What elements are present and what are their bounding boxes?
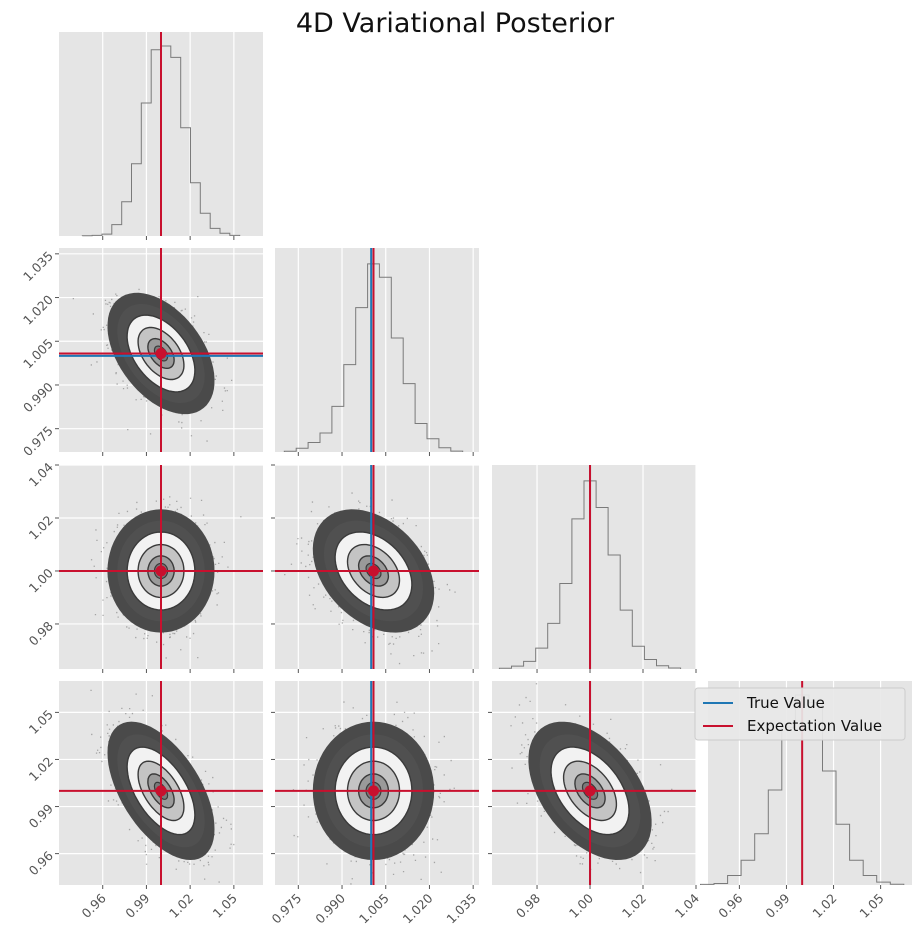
- panel-density: [275, 465, 479, 669]
- legend-box: [694, 687, 906, 741]
- y-tick-label: 0.98: [26, 618, 56, 648]
- panel-3-2: [488, 681, 697, 889]
- x-tick-label: 0.99: [122, 890, 152, 920]
- y-tick-label: 0.990: [20, 379, 56, 415]
- panel-2-1: [271, 464, 479, 673]
- x-tick-label: 0.99: [762, 890, 792, 920]
- y-tick-label: 1.020: [20, 292, 56, 328]
- y-tick-label: 1.05: [26, 707, 56, 737]
- x-tick-label: 1.05: [210, 891, 240, 921]
- expectation-point: [584, 785, 596, 797]
- panel-density: [492, 681, 696, 885]
- expectation-point: [155, 565, 167, 577]
- y-tick-label: 1.00: [26, 565, 56, 595]
- expectation-point: [155, 347, 167, 359]
- x-tick-label: 1.02: [809, 891, 839, 921]
- y-tick-label: 0.99: [26, 801, 56, 831]
- legend: True Value Expectation Value: [694, 687, 906, 741]
- panels-group: 0.975 0.990 1.005 1.020 1.035 0.98 1.00 1.02 1.0…: [20, 32, 912, 889]
- y-tick-label: 1.035: [20, 248, 56, 284]
- y-tick-label: 1.04: [26, 459, 56, 489]
- chart-title: 4D Variational Posterior: [296, 8, 615, 39]
- x-tick-label: 1.02: [619, 891, 649, 921]
- x-tick-label: 1.04: [672, 890, 702, 920]
- panel-density: [275, 681, 479, 885]
- x-tick-label: 0.975: [269, 891, 305, 927]
- legend-label: Expectation Value: [747, 717, 882, 735]
- y-tick-label: 0.975: [20, 423, 56, 459]
- x-tick-label: 1.005: [356, 891, 392, 927]
- expectation-point: [368, 565, 380, 577]
- histogram-panel-2: [492, 465, 697, 673]
- panel-density: [59, 465, 263, 669]
- scatter-points: [284, 492, 456, 665]
- panel-1-0: 0.975 0.990 1.005 1.020 1.035: [20, 248, 263, 459]
- histogram-panel-1: [275, 248, 479, 456]
- expectation-point: [155, 785, 167, 797]
- y-tick-label: 1.02: [26, 512, 56, 542]
- y-tick-label: 1.005: [20, 336, 56, 372]
- x-tick-label: 0.96: [79, 890, 109, 920]
- x-tick-label: 1.05: [856, 891, 886, 921]
- y-tick-label: 1.02: [26, 754, 56, 784]
- histogram-panel-0: [59, 32, 263, 240]
- x-tick-label: 0.98: [513, 890, 543, 920]
- x-tick-label: 1.035: [443, 891, 479, 927]
- panel-2-0: 0.98 1.00 1.02 1.04: [26, 459, 263, 673]
- panel-3-0: 0.96 0.99 1.02 1.05: [26, 681, 263, 889]
- x-tick-label: 1.020: [400, 890, 436, 926]
- panel-density: [59, 248, 263, 452]
- y-tick-label: 0.96: [26, 848, 56, 878]
- panel-background: [492, 465, 696, 669]
- x-tick-label: 0.96: [715, 890, 745, 920]
- x-tick-label: 1.00: [566, 890, 596, 920]
- panel-3-1: [271, 681, 479, 889]
- expectation-point: [368, 785, 380, 797]
- legend-label: True Value: [746, 694, 825, 712]
- x-tick-label: 1.02: [166, 891, 196, 921]
- x-tick-label: 0.990: [312, 890, 348, 926]
- panel-background: [275, 248, 479, 452]
- panel-density: [59, 681, 263, 885]
